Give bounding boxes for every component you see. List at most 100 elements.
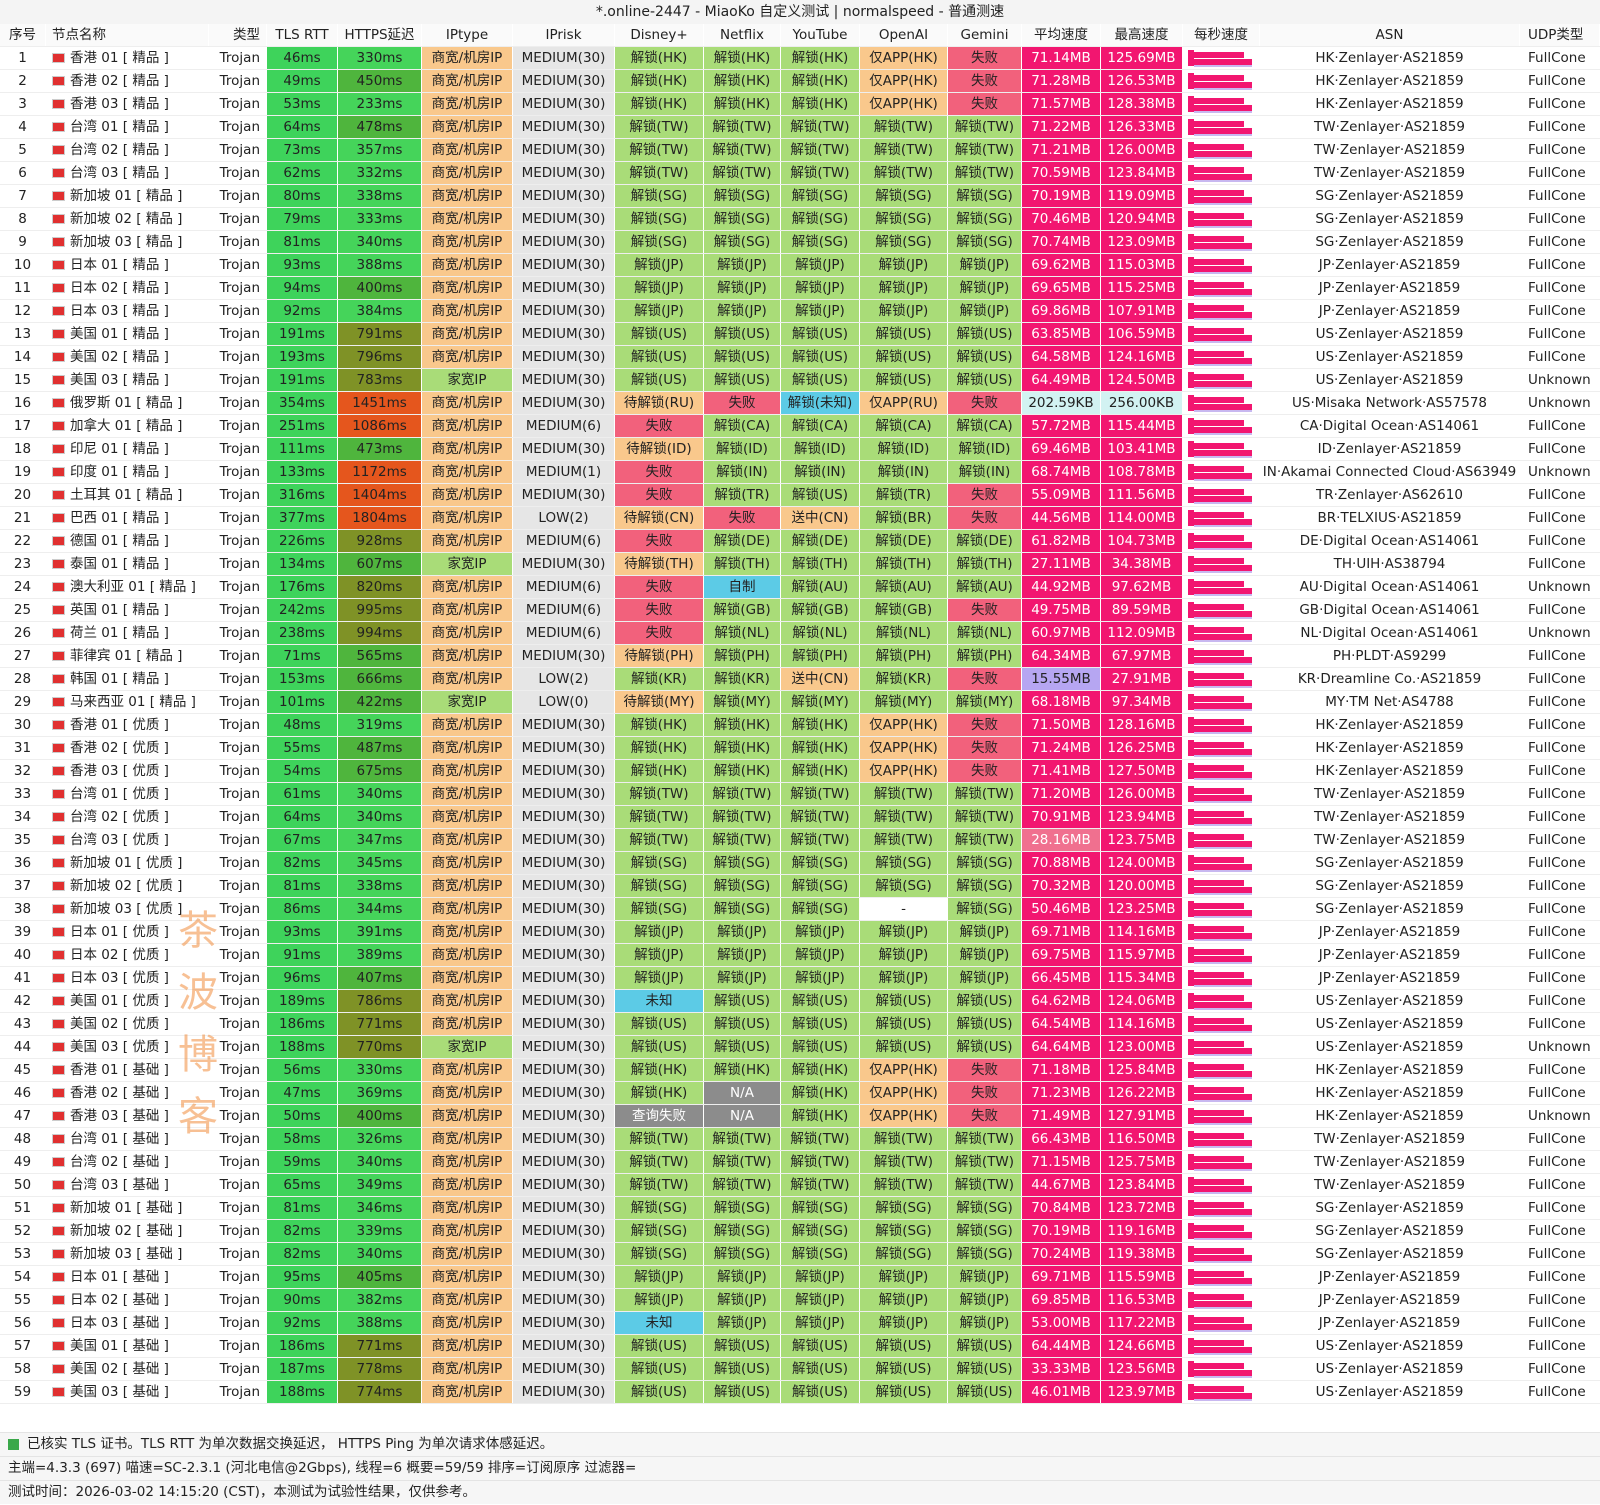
cell-text: HK·Zenlayer·AS21859 xyxy=(1315,717,1464,733)
cell-text: 186ms xyxy=(279,1338,325,1354)
cell-text: 解锁(MY) xyxy=(955,694,1014,710)
cell-text: 商宽/机房IP xyxy=(431,165,503,181)
cell: 340ms xyxy=(338,806,422,828)
cell: MEDIUM(30) xyxy=(513,553,615,575)
cell-text: 解锁(JP) xyxy=(795,924,845,940)
flag-icon xyxy=(52,53,65,63)
cell: 解锁(JP) xyxy=(948,1289,1022,1311)
cell: 解锁(US) xyxy=(860,1358,948,1380)
cell: 商宽/机房IP xyxy=(422,990,513,1012)
cell-text: FullCone xyxy=(1528,1154,1586,1170)
cell-text: 解锁(JP) xyxy=(717,1315,767,1331)
cell-text: HK·Zenlayer·AS21859 xyxy=(1315,1085,1464,1101)
cell: 675ms xyxy=(338,760,422,782)
cell: 995ms xyxy=(338,599,422,621)
cell-text: 解锁(TW) xyxy=(954,142,1015,158)
header-row: 序号 节点名称 类型 TLS RTT HTTPS延迟 IPtype IPrisk Disney… xyxy=(0,24,1600,47)
cell-text: 解锁(DE) xyxy=(791,533,849,549)
cell-text: 607ms xyxy=(356,556,403,572)
cell-text: 解锁(TW) xyxy=(790,1131,850,1147)
cell-text: 57 xyxy=(13,1338,32,1354)
cell-text: Trojan xyxy=(219,73,260,89)
cell: 59 xyxy=(0,1381,46,1403)
cell-text: 解锁(TH) xyxy=(875,556,932,572)
cell-text: 解锁(SG) xyxy=(713,855,771,871)
table-row: 47 香港 03 [ 基础 ] Trojan 50ms 400ms 商宽/机房IP MEDI… xyxy=(0,1105,1600,1128)
cell-text: 商宽/机房IP xyxy=(431,510,503,526)
cell: 商宽/机房IP xyxy=(422,1335,513,1357)
cell: 商宽/机房IP xyxy=(422,1243,513,1265)
cell: US·Zenlayer·AS21859 xyxy=(1260,1013,1520,1035)
cell: 24 xyxy=(0,576,46,598)
cell-text: 解锁(TW) xyxy=(790,165,850,181)
cell: 解锁(DE) xyxy=(860,530,948,552)
cell-text: 解锁(JP) xyxy=(878,257,929,273)
cell-text: 791ms xyxy=(356,326,403,342)
cell: 994ms xyxy=(338,622,422,644)
cell-text: 失败 xyxy=(971,50,998,66)
cell: FullCone xyxy=(1520,645,1600,667)
cell: 解锁(TW) xyxy=(860,162,948,184)
cell-text: Trojan xyxy=(219,1315,260,1331)
cell: 52 xyxy=(0,1220,46,1242)
cell: 27.91MB xyxy=(1101,668,1183,690)
check-icon xyxy=(8,1438,19,1450)
cell-text: 338ms xyxy=(356,188,403,204)
cell: N/A xyxy=(704,1105,781,1127)
cell: 仅APP(HK) xyxy=(860,1105,948,1127)
cell: 解锁(TW) xyxy=(781,116,860,138)
cell-text: 188ms xyxy=(279,1384,325,1400)
table-row: 6 台湾 03 [ 精品 ] Trojan 62ms 332ms 商宽/机房IP MEDIU… xyxy=(0,162,1600,185)
cell: 解锁(TW) xyxy=(781,829,860,851)
cell: 29 xyxy=(0,691,46,713)
cell: 解锁(US) xyxy=(615,369,704,391)
column-header: IPtype xyxy=(422,24,513,46)
flag-icon xyxy=(52,191,65,201)
cell-text: MEDIUM(30) xyxy=(521,1108,606,1124)
cell: Trojan xyxy=(209,1220,267,1242)
cell-text: 商宽/机房IP xyxy=(431,73,503,89)
cell-text: 解锁(TW) xyxy=(712,1154,772,1170)
cell: Trojan xyxy=(209,1381,267,1403)
cell: 22 xyxy=(0,530,46,552)
cell: 解锁(US) xyxy=(948,1335,1022,1357)
table-row: 15 美国 03 [ 精品 ] Trojan 191ms 783ms 家宽IP MEDIUM… xyxy=(0,369,1600,392)
cell: 美国 01 [ 精品 ] xyxy=(46,323,209,345)
cell: Trojan xyxy=(209,1174,267,1196)
sparkline xyxy=(1188,50,1252,67)
cell: MEDIUM(30) xyxy=(513,760,615,782)
cell: 解锁(US) xyxy=(781,1036,860,1058)
cell-text: FullCone xyxy=(1528,1131,1586,1147)
cell-text: 119.38MB xyxy=(1107,1246,1176,1262)
flag-icon xyxy=(52,398,65,408)
cell: 69.85MB xyxy=(1022,1289,1101,1311)
cell: 解锁(JP) xyxy=(860,921,948,943)
cell: 347ms xyxy=(338,829,422,851)
cell: 解锁(SG) xyxy=(781,852,860,874)
cell: FullCone xyxy=(1520,139,1600,161)
cell-text: 115.97MB xyxy=(1107,947,1176,963)
cell-text: 解锁(TW) xyxy=(954,832,1015,848)
cell-text: 解锁(JP) xyxy=(634,924,684,940)
cell-text: 商宽/机房IP xyxy=(431,1246,503,1262)
cell: FullCone xyxy=(1520,208,1600,230)
cell-text: Trojan xyxy=(219,1361,260,1377)
cell-text: 117.22MB xyxy=(1107,1315,1176,1331)
cell-text: 解锁(JP) xyxy=(795,1269,845,1285)
cell: 巴西 01 [ 精品 ] xyxy=(46,507,209,529)
cell: HK·Zenlayer·AS21859 xyxy=(1260,1105,1520,1127)
cell-text: 111ms xyxy=(279,441,325,457)
cell-text: US·Zenlayer·AS21859 xyxy=(1315,326,1464,342)
cell-text: Trojan xyxy=(219,257,260,273)
cell-text: FullCone xyxy=(1528,901,1586,917)
cell: 台湾 01 [ 基础 ] xyxy=(46,1128,209,1150)
cell-text: 80ms xyxy=(283,188,321,204)
sparkline xyxy=(1188,1338,1252,1355)
cell-text: 33.33MB xyxy=(1031,1361,1091,1377)
cell: 解锁(TW) xyxy=(615,1151,704,1173)
cell: 解锁(SG) xyxy=(615,1243,704,1265)
cell-text: 解锁(SG) xyxy=(713,1200,771,1216)
speed-graph xyxy=(1183,1335,1260,1357)
cell: 解锁(US) xyxy=(948,323,1022,345)
cell-text: 解锁(IN) xyxy=(794,464,846,480)
